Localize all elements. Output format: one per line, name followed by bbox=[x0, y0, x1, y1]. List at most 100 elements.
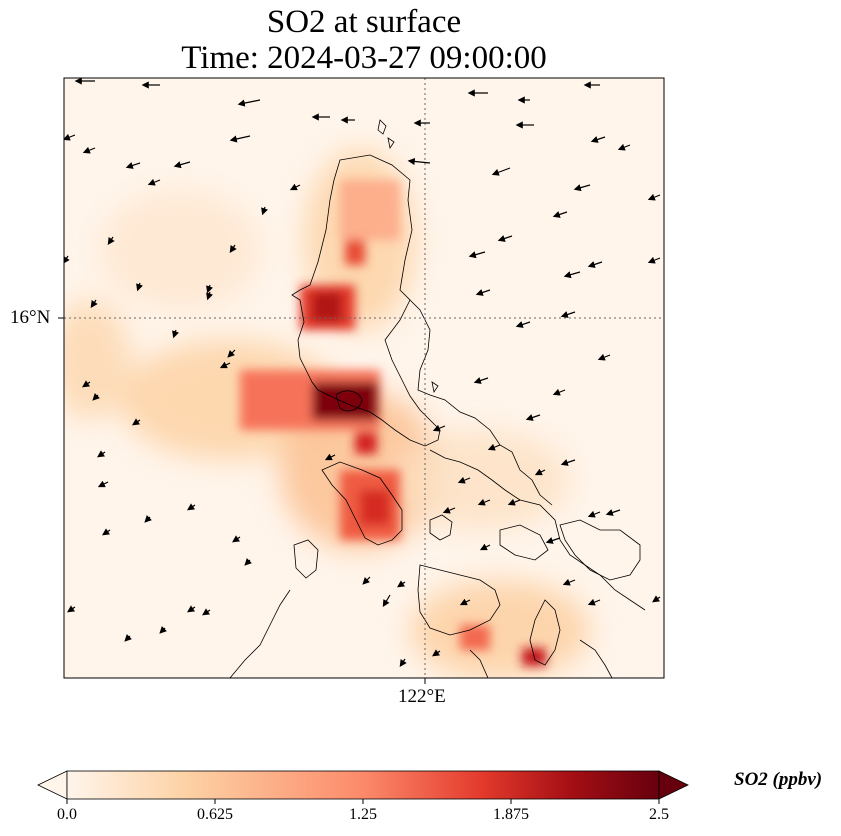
wind-arrow bbox=[147, 178, 161, 186]
lon-tick-label: 122°E bbox=[398, 686, 446, 707]
wind-arrow bbox=[497, 235, 513, 242]
wind-arrow bbox=[227, 349, 236, 358]
wind-arrow bbox=[90, 299, 98, 308]
colorbar-extend-min bbox=[37, 770, 68, 800]
wind-arrow bbox=[289, 183, 301, 191]
colorbar-tick-1: 0.625 bbox=[197, 806, 233, 823]
wind-arrow bbox=[136, 282, 143, 292]
hotspot-north bbox=[340, 180, 400, 240]
wind-arrow bbox=[206, 291, 213, 301]
hotspot-manila-south bbox=[355, 432, 377, 454]
wind-arrow bbox=[617, 143, 631, 151]
wind-arrow bbox=[647, 256, 661, 264]
wind-arrow bbox=[107, 236, 115, 245]
wind-arrow bbox=[560, 459, 576, 466]
wind-arrow bbox=[545, 537, 561, 544]
coast-palawan-north bbox=[229, 589, 291, 678]
wind-arrow bbox=[491, 167, 511, 176]
wind-arrow bbox=[173, 161, 191, 169]
wind-arrow bbox=[597, 353, 611, 361]
wind-arrow bbox=[97, 480, 109, 488]
wind-arrow bbox=[468, 251, 486, 259]
wind-arrow bbox=[432, 649, 441, 657]
wind-arrow bbox=[399, 658, 407, 667]
wind-arrow bbox=[187, 503, 196, 511]
gridlines bbox=[64, 78, 664, 678]
wind-arrow bbox=[261, 206, 268, 216]
wind-arrow bbox=[97, 450, 106, 458]
hotspot-north-core bbox=[345, 240, 365, 265]
wind-arrow bbox=[244, 558, 252, 566]
wind-vectors bbox=[64, 78, 661, 667]
wind-arrow bbox=[82, 146, 96, 154]
wind-arrow bbox=[382, 594, 391, 608]
coast-panay-north bbox=[417, 564, 501, 636]
wind-arrow bbox=[563, 271, 581, 279]
wind-arrow bbox=[515, 321, 531, 328]
wind-arrow bbox=[432, 424, 446, 432]
wind-arrow bbox=[652, 595, 661, 603]
wind-arrow bbox=[475, 289, 491, 296]
wind-arrow bbox=[587, 598, 601, 606]
coastlines bbox=[229, 119, 646, 678]
wind-arrow bbox=[525, 414, 541, 421]
coast-cebu bbox=[579, 639, 613, 678]
coast-samar bbox=[559, 519, 641, 581]
wind-arrow bbox=[407, 157, 431, 166]
wind-arrow bbox=[124, 634, 132, 642]
wind-arrow bbox=[457, 476, 471, 484]
wind-arrow bbox=[473, 377, 489, 384]
wind-arrow bbox=[534, 468, 546, 476]
hotspot-manila bbox=[312, 382, 378, 420]
wind-arrow bbox=[206, 284, 213, 294]
colorbar-tick-2: 1.25 bbox=[349, 806, 377, 823]
wind-arrow bbox=[144, 515, 152, 523]
wind-arrow bbox=[647, 193, 661, 201]
colorbar bbox=[37, 770, 689, 804]
wind-arrow bbox=[477, 498, 491, 506]
wind-arrow bbox=[605, 509, 621, 516]
wind-arrow bbox=[590, 136, 606, 143]
coast-luzon-east bbox=[409, 299, 553, 506]
wind-arrow bbox=[552, 388, 566, 396]
wind-arrow bbox=[202, 608, 211, 616]
wind-arrow bbox=[229, 135, 251, 143]
colorbar-label: SO2 (ppbv) bbox=[734, 769, 823, 790]
wind-arrow bbox=[82, 380, 91, 388]
colorbar-gradient bbox=[66, 770, 660, 800]
wind-arrow bbox=[507, 498, 521, 506]
wind-arrow bbox=[587, 510, 601, 518]
wind-arrow bbox=[132, 418, 141, 426]
colorbar-tick-4: 2.5 bbox=[649, 806, 669, 823]
coast-masbate bbox=[499, 524, 549, 561]
coast-negros bbox=[469, 649, 489, 678]
wind-arrow bbox=[442, 506, 456, 514]
colorbar-tick-0: 0.0 bbox=[57, 806, 77, 823]
coast-leyte bbox=[529, 599, 561, 666]
wind-arrow bbox=[479, 543, 491, 551]
wind-arrow bbox=[397, 580, 406, 588]
wind-arrow bbox=[64, 133, 76, 141]
wind-arrow bbox=[459, 598, 471, 606]
wind-arrow bbox=[172, 329, 179, 339]
coast-busuanga bbox=[293, 539, 319, 579]
map-area bbox=[64, 78, 664, 678]
coast-mindoro bbox=[321, 461, 403, 546]
hotspot-bicol-west bbox=[460, 625, 490, 650]
wind-arrow bbox=[573, 184, 591, 192]
colorbar-extend-max bbox=[658, 770, 689, 800]
wind-arrow bbox=[219, 361, 231, 369]
wind-arrow bbox=[125, 162, 141, 169]
wind-arrow bbox=[187, 605, 196, 613]
wind-arrow bbox=[587, 261, 603, 268]
wind-arrow bbox=[560, 311, 576, 318]
wind-arrow bbox=[64, 255, 70, 264]
wind-arrow bbox=[92, 393, 100, 401]
so2-hotspots bbox=[240, 180, 546, 666]
wind-arrow bbox=[237, 99, 261, 107]
colorbar-tick-3: 1.875 bbox=[493, 806, 529, 823]
wind-arrow bbox=[324, 453, 336, 461]
wind-arrow bbox=[487, 443, 501, 451]
hotspot-lingayen-core bbox=[312, 292, 342, 322]
